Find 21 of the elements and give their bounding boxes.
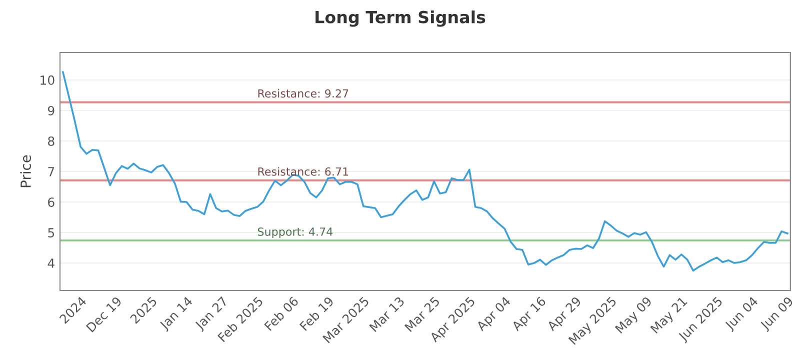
y-tick-label: 8 — [48, 136, 54, 146]
chart-title: Long Term Signals — [316, 10, 486, 27]
x-tick-label: Mar 13 — [368, 296, 405, 332]
x-tick-label: Jun 04 — [724, 296, 760, 332]
x-tick-label: Apr 04 — [476, 296, 513, 334]
y-tick-label: 6 — [48, 197, 54, 207]
x-tick-label: Dec 19 — [86, 296, 122, 332]
ref-line-label: Resistance: 6.71 — [258, 167, 348, 176]
y-tick-label: 7 — [48, 167, 54, 176]
y-tick-label: 4 — [48, 258, 54, 268]
ref-line-label: Support: 4.74 — [258, 227, 333, 238]
y-tick-label: 5 — [48, 228, 54, 238]
x-tick-label: Jan 14 — [158, 296, 195, 332]
y-tick-label: 10 — [40, 75, 54, 85]
y-axis-title: Price — [20, 155, 31, 188]
x-tick-label: Apr 16 — [510, 296, 548, 334]
line-series — [62, 71, 788, 272]
y-tick-label: 9 — [48, 106, 54, 116]
ref-line-label: Resistance: 9.27 — [258, 89, 348, 98]
x-tick-label: Feb 06 — [264, 296, 299, 332]
x-tick-label: Jun 09 — [759, 296, 796, 332]
